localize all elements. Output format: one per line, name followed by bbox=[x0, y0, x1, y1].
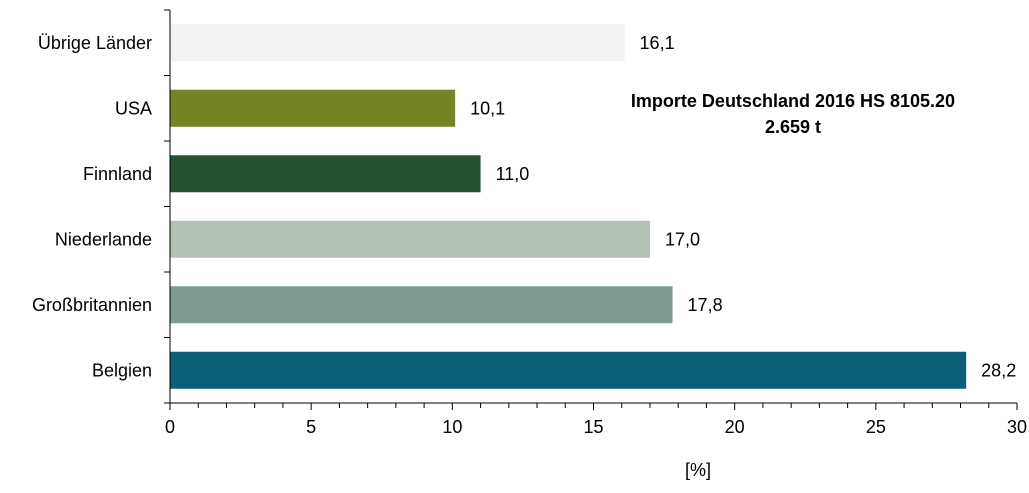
value-label: 17,0 bbox=[665, 229, 700, 249]
category-label: Belgien bbox=[92, 360, 152, 380]
bar bbox=[170, 220, 650, 258]
value-label: 28,2 bbox=[981, 360, 1016, 380]
bar bbox=[170, 89, 456, 127]
x-axis-title: [%] bbox=[685, 460, 711, 480]
x-tick-label: 0 bbox=[165, 417, 175, 437]
bar bbox=[170, 155, 481, 193]
chart-title-line: 2.659 t bbox=[765, 117, 821, 137]
x-tick-label: 5 bbox=[306, 417, 316, 437]
x-tick-label: 20 bbox=[725, 417, 745, 437]
category-label: Großbritannien bbox=[32, 295, 152, 315]
x-tick-label: 10 bbox=[442, 417, 462, 437]
category-label: USA bbox=[115, 98, 152, 118]
value-label: 17,8 bbox=[688, 295, 723, 315]
value-label: 11,0 bbox=[496, 164, 530, 184]
chart-title-line: Importe Deutschland 2016 HS 8105.20 bbox=[631, 91, 955, 111]
category-label: Niederlande bbox=[55, 229, 152, 249]
axes-layer bbox=[164, 9, 1018, 410]
x-tick-label: 15 bbox=[583, 417, 603, 437]
x-tick-label: 25 bbox=[866, 417, 886, 437]
x-tick-label: 30 bbox=[1007, 417, 1027, 437]
value-label: 16,1 bbox=[640, 33, 675, 53]
value-label: 10,1 bbox=[470, 98, 505, 118]
chart-title: Importe Deutschland 2016 HS 8105.20 2.659… bbox=[631, 91, 955, 137]
labels-layer: Übrige Länder 16,1 USA 10,1 Finnland 11,0 Nied… bbox=[32, 33, 1027, 480]
category-label: Übrige Länder bbox=[38, 33, 152, 53]
category-label: Finnland bbox=[83, 164, 152, 184]
bar bbox=[170, 24, 625, 62]
bar bbox=[170, 351, 967, 389]
bar bbox=[170, 286, 673, 324]
bars-layer bbox=[170, 24, 967, 389]
